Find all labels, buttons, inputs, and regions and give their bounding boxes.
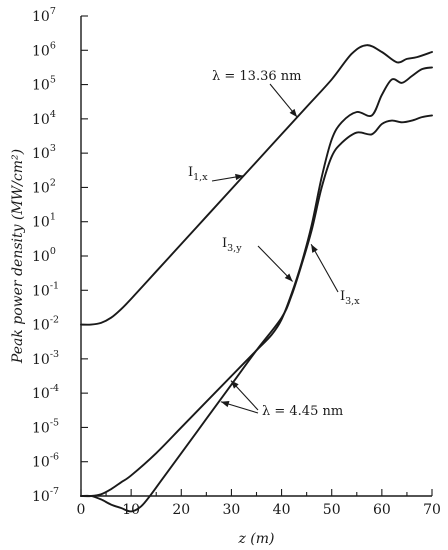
annotation-lambda-4-45-arrow-lower-head [220,400,230,408]
y-tick-label: 101 [32,212,56,231]
y-tick-label: 104 [32,109,56,128]
y-tick-label: 10-5 [32,417,59,436]
y-axis-title: Peak power density (MW/cm²) [10,149,26,364]
x-tick-label: 30 [223,502,241,518]
annotation-i3x-arrow [310,244,339,293]
annotation-lambda-13-36-arrow-head [289,108,298,118]
y-tick-label: 103 [32,143,56,162]
y-tick-label: 102 [32,177,56,196]
series-line-i3-y [80,66,433,498]
annotation-lambda-4-45-arrow-upper-head [230,380,239,389]
annotations: λ = 13.36 nm I1,x I3,y I3,x λ = 4.45 nm [188,69,360,419]
x-tick-label: 70 [423,502,441,518]
annotation-lambda-13-36: λ = 13.36 nm [212,69,301,84]
series-line-i1-x [80,44,433,326]
annotation-i3x-arrow-head [311,244,318,253]
x-tick-label: 40 [273,502,291,518]
annotation-i3y-arrow [257,245,294,282]
series-group [80,44,433,513]
x-tick-label: 20 [172,502,190,518]
y-tick-label: 106 [32,40,56,59]
x-tick-label: 60 [373,502,391,518]
annotation-i1x: I1,x [188,165,208,183]
x-axis-ticks: 0 10 20 30 40 50 60 70 [77,489,441,518]
y-tick-label: 107 [32,6,56,25]
annotation-lambda-4-45: λ = 4.45 nm [262,404,343,419]
y-tick-label: 10-3 [32,349,59,368]
annotation-i3y-arrow-head [284,273,293,282]
annotation-i3x: I3,x [340,289,360,307]
y-tick-label: 10-6 [32,452,59,471]
y-tick-label: 10-1 [32,280,59,299]
y-tick-label: 10-2 [32,315,59,334]
x-tick-label: 0 [77,502,86,518]
x-tick-label: 10 [122,502,140,518]
x-axis-title: z (m) [237,531,274,547]
axes [80,16,432,497]
series-line-i3-x [80,114,433,513]
y-tick-label: 105 [32,75,56,94]
y-tick-label: 10-4 [32,383,59,402]
y-tick-label: 10-7 [32,486,59,505]
x-tick-label: 50 [323,502,341,518]
y-tick-label: 100 [32,246,56,265]
y-axis-ticks: 107 106 105 104 103 102 101 100 10-1 10-2 10-3 10-4… [32,6,88,505]
annotation-i1x-arrow-head [235,173,244,181]
annotation-i3y: I3,y [222,236,242,254]
